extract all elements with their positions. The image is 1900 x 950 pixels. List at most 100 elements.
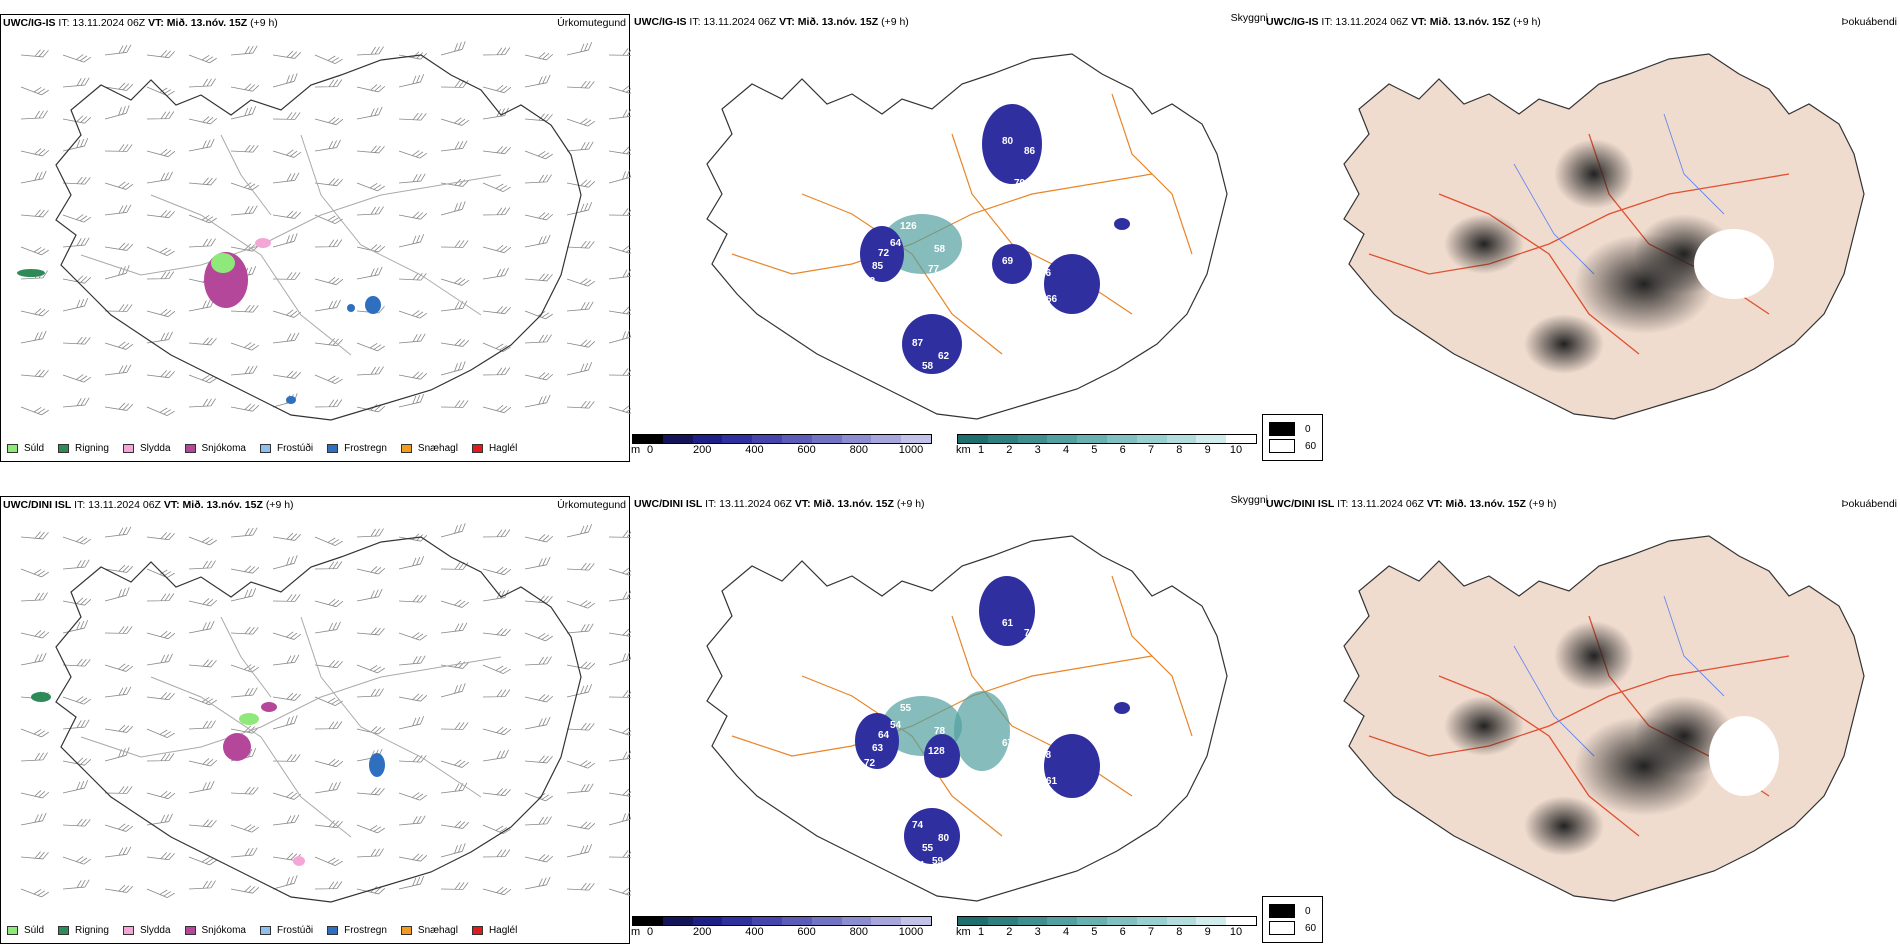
wind-barb — [146, 148, 176, 158]
wind-barb — [314, 621, 341, 634]
wind-barb — [62, 658, 91, 667]
wind-barb — [356, 528, 384, 538]
wind-barb — [482, 267, 509, 280]
wind-barb — [524, 792, 553, 802]
wind-barb — [314, 374, 343, 384]
colorbar-step — [901, 917, 931, 925]
legend-label: Snæhagl — [417, 443, 458, 454]
colorbar-step — [1017, 917, 1048, 925]
wind-barb — [356, 588, 383, 602]
wind-barb — [314, 399, 343, 408]
wind-barb — [524, 113, 553, 122]
fog-areas — [1444, 621, 1779, 856]
wind-barb — [230, 587, 257, 602]
wind-barb — [398, 393, 425, 408]
wind-barb — [440, 882, 469, 890]
ceiling-label: 72 — [878, 248, 890, 259]
colorbar-unit: km — [956, 444, 971, 456]
wind-barb — [146, 790, 176, 800]
fog-map — [1343, 53, 1865, 420]
wind-barb — [608, 405, 631, 414]
colorbar-step — [1077, 917, 1107, 925]
wind-barb — [188, 560, 216, 570]
wind-barb — [524, 534, 554, 543]
wind-barb — [62, 719, 90, 730]
wind-barb — [608, 567, 631, 576]
legend-label: Frostregn — [344, 443, 387, 454]
wind-barb — [104, 265, 130, 280]
ceiling-label: 86 — [1024, 146, 1036, 157]
wind-barb — [272, 172, 300, 184]
wind-barb — [482, 47, 511, 56]
colorbar-tick: 600 — [797, 926, 816, 938]
wind-barb — [20, 406, 49, 416]
wind-barb — [524, 212, 554, 221]
wind-barb — [146, 331, 173, 344]
colorbar-unit: km — [956, 926, 971, 938]
precip-map — [20, 523, 631, 903]
wind-barb — [188, 620, 215, 634]
ceiling-label: 56 — [1040, 268, 1052, 279]
colorbar-step — [1106, 435, 1137, 443]
wind-barb — [104, 105, 130, 120]
wind-barb — [146, 753, 175, 762]
wind-barb — [230, 144, 259, 153]
colorbar-step — [987, 435, 1018, 443]
wind-barb — [482, 342, 511, 352]
wind-barb — [440, 277, 470, 286]
wind-barb — [356, 106, 383, 120]
wind-barb — [146, 568, 175, 578]
colorbar-step — [662, 917, 693, 925]
colorbar-tick: 400 — [745, 444, 764, 456]
wind-barb — [146, 692, 175, 701]
wind-barb — [314, 54, 343, 64]
wind-barb — [20, 270, 48, 280]
colorbar-tick: 800 — [849, 926, 868, 938]
legend-item: Slydda — [122, 925, 171, 936]
wind-barb — [524, 716, 551, 730]
wind-barb — [272, 50, 302, 59]
legend-swatch — [471, 444, 483, 453]
visibility-panel-top: UWC/IG-IS IT: 13.11.2024 06Z VT: Mið. 13… — [631, 12, 1268, 462]
ceiling-label: 72 — [864, 276, 876, 287]
wind-barb — [398, 51, 428, 60]
wind-barb — [62, 879, 90, 890]
wind-barb — [230, 205, 258, 216]
wind-barb — [482, 824, 511, 834]
wind-barb — [104, 144, 133, 152]
wind-barb — [230, 105, 257, 120]
ceiling-label: 63 — [872, 743, 884, 754]
legend-item: Frostúði — [259, 443, 313, 454]
wind-barb — [524, 656, 552, 666]
ceiling-colorbar: m 0 200 400 600 800 1000 — [631, 916, 932, 940]
fog-legend-label: 60 — [1305, 440, 1317, 452]
wind-barb — [608, 329, 631, 344]
wind-barb — [356, 824, 385, 834]
wind-barb — [566, 623, 594, 634]
wind-barb — [440, 599, 470, 608]
wind-barb — [20, 652, 47, 666]
wind-barb — [230, 365, 258, 376]
ceiling-label: 72 — [864, 758, 876, 769]
wind-barb — [230, 687, 258, 698]
precip-areas — [31, 692, 385, 866]
ceiling-label: 52 — [1026, 282, 1038, 293]
visibility-map: 8086791266472857258776956526699240876258… — [706, 53, 1228, 420]
colorbar-step — [633, 435, 663, 443]
legend-label: Snjókoma — [201, 443, 246, 454]
ceiling-label: 97 — [1062, 693, 1074, 704]
fog-legend-row: 0 — [1269, 422, 1316, 436]
legend-swatch — [259, 444, 271, 453]
wind-barb — [314, 660, 343, 669]
wind-barb — [272, 309, 302, 318]
wind-barb — [314, 338, 343, 347]
wind-barb — [272, 393, 298, 408]
wind-barb — [62, 275, 92, 284]
wind-barb — [524, 694, 554, 703]
iceland-outline — [55, 536, 582, 903]
wind-barb — [482, 788, 511, 797]
wind-barb — [272, 715, 298, 730]
wind-barb — [62, 856, 92, 865]
legend-label: Haglél — [488, 443, 518, 454]
colorbar-tick: 8 — [1176, 444, 1183, 456]
